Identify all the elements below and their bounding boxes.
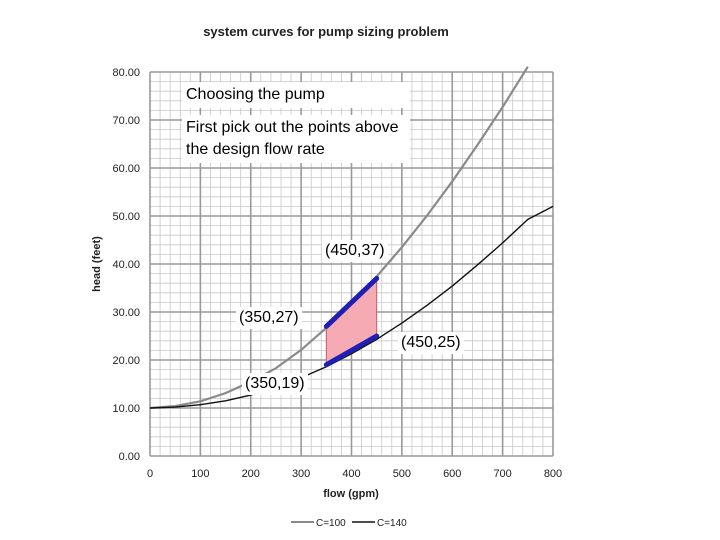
x-tick-label: 0 [147,468,153,480]
x-tick-label: 200 [242,468,260,480]
y-tick-labels: 0.00 10.00 20.00 30.00 40.00 50.00 60.00 70.00 8… [112,67,140,463]
x-tick-label: 700 [493,468,511,480]
point-label-450-37: (450,37) [322,240,388,262]
legend: C=100 C=140 [291,518,407,529]
y-tick-label: 20.00 [112,355,140,367]
x-axis-title: flow (gpm) [323,488,379,500]
y-tick-label: 70.00 [112,115,140,127]
highlight-line-c100 [323,275,380,329]
y-tick-label: 10.00 [112,403,140,415]
annotation-heading-text: Choosing the pump [186,86,325,103]
x-tick-label: 600 [443,468,461,480]
annotation-heading: Choosing the pump [182,82,410,108]
annotation-body-text: First pick out the points above the desi… [186,119,399,158]
point-label-350-19: (350,19) [242,373,308,395]
x-tick-labels: 0 100 200 300 400 500 600 700 800 [147,468,562,480]
y-tick-label: 30.00 [112,307,140,319]
highlight-line-c140 [323,333,380,368]
x-tick-label: 500 [393,468,411,480]
legend-label-c100: C=100 [316,518,346,529]
y-tick-label: 40.00 [112,259,140,271]
chart-title: system curves for pump sizing problem [203,24,449,39]
y-tick-label: 60.00 [112,163,140,175]
x-tick-label: 300 [292,468,310,480]
point-label-350-27: (350,27) [236,307,302,329]
x-tick-label: 800 [544,468,562,480]
point-label-450-25: (450,25) [398,332,464,354]
x-tick-label: 400 [342,468,360,480]
x-tick-label: 100 [191,468,209,480]
y-tick-label: 80.00 [112,67,140,79]
y-tick-label: 0.00 [119,451,140,463]
y-axis-title: head (feet) [91,236,103,292]
series-line-c-140 [149,205,554,409]
highlight-lines [323,275,380,368]
legend-label-c140: C=140 [377,518,407,529]
annotation-body: First pick out the points above the desi… [182,115,410,163]
y-tick-label: 50.00 [112,211,140,223]
